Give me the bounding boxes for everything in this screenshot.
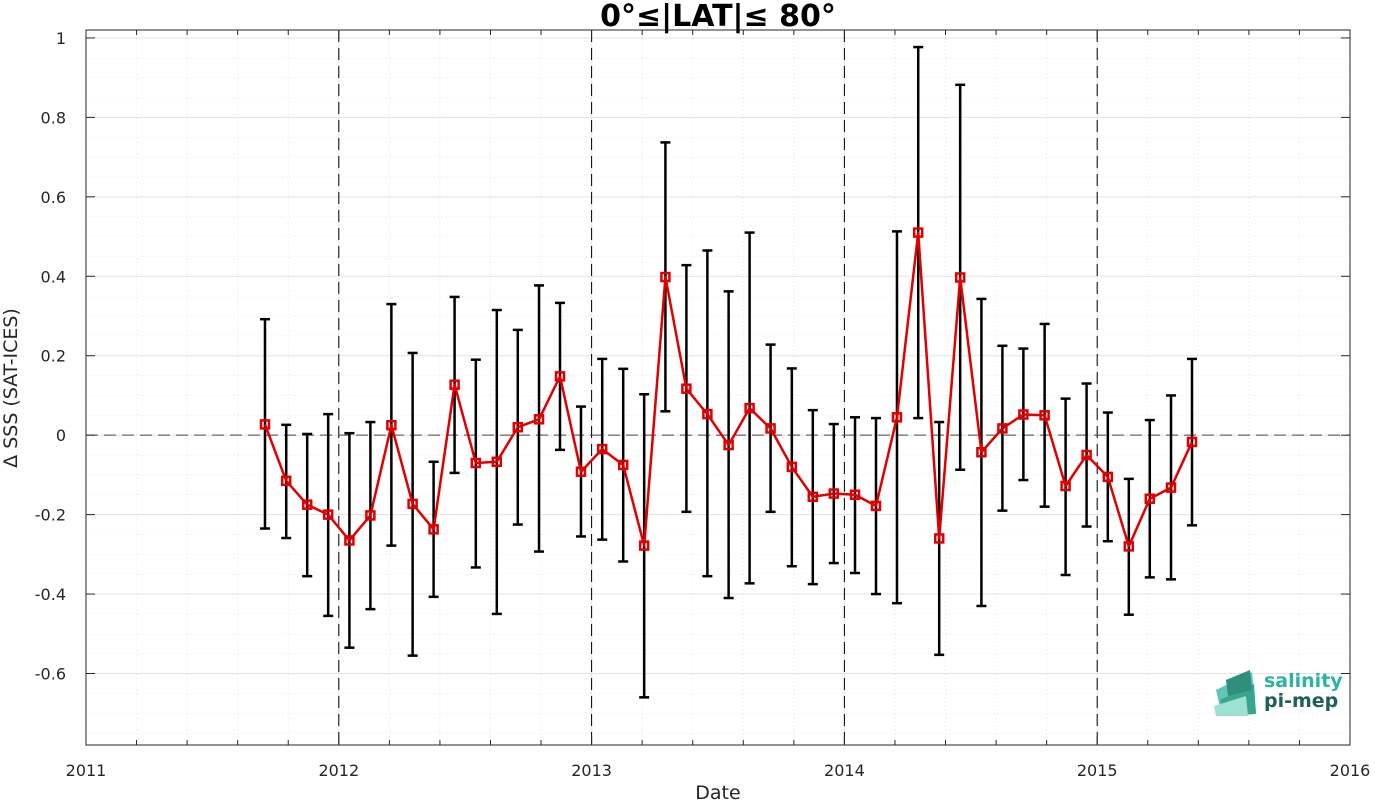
data-point-marker <box>976 446 987 458</box>
data-point-marker <box>1144 493 1156 504</box>
data-point-marker <box>638 540 650 551</box>
data-point-marker <box>1186 436 1198 448</box>
data-point-marker <box>617 459 629 471</box>
data-point-marker <box>765 423 776 434</box>
data-point-marker <box>449 379 460 390</box>
data-point-marker <box>554 371 566 382</box>
data-point-marker <box>702 408 713 420</box>
y-tick-label: 0.8 <box>41 108 66 127</box>
error-bars <box>259 45 1197 699</box>
year-divider-lines <box>338 30 1098 745</box>
data-point-marker <box>344 535 355 546</box>
y-tick-label: 1 <box>56 29 66 48</box>
data-point-marker <box>491 456 503 468</box>
x-tick-label: 2012 <box>318 761 359 780</box>
data-point-marker <box>891 412 903 423</box>
data-point-marker <box>723 439 734 451</box>
logo-line-2: pi-mep <box>1264 690 1338 712</box>
data-point-marker <box>533 414 545 425</box>
axis-ticks <box>85 30 1351 745</box>
x-tick-label: 2013 <box>571 761 612 780</box>
data-point-marker <box>997 423 1008 434</box>
y-tick-labels: 1 0.8 0.6 0.4 0.2 0 -0.2 -0.4 -0.6 <box>35 29 66 684</box>
data-point-marker <box>1018 409 1029 420</box>
x-tick-label: 2016 <box>1330 761 1371 780</box>
data-point-marker <box>1081 449 1092 461</box>
data-point-marker <box>954 272 966 283</box>
data-point-marker <box>386 419 397 431</box>
y-tick-label: 0.4 <box>41 267 66 286</box>
data-point-marker <box>912 227 924 238</box>
data-point-marker <box>681 383 692 394</box>
wave-logo-icon <box>1214 670 1256 716</box>
data-point-marker <box>870 500 882 512</box>
data-point-marker <box>575 466 587 477</box>
x-axis-label: Date <box>695 782 740 801</box>
chart-title: 0°≤|LAT|≤ 80° <box>600 0 836 34</box>
data-point-marker <box>322 509 334 520</box>
y-tick-label: 0.6 <box>41 188 66 207</box>
y-tick-label: -0.4 <box>35 585 66 604</box>
series-markers <box>259 227 1198 552</box>
data-point-marker <box>407 498 418 510</box>
x-tick-label: 2015 <box>1077 761 1118 780</box>
data-point-marker <box>849 489 861 500</box>
y-tick-label: 0.2 <box>41 347 66 366</box>
data-point-marker <box>1165 482 1177 493</box>
data-point-marker <box>259 419 271 430</box>
data-point-marker <box>280 475 292 487</box>
data-point-marker <box>1060 480 1071 492</box>
data-point-marker <box>470 457 482 469</box>
minor-grid <box>86 30 1350 745</box>
x-tick-label: 2011 <box>66 761 107 780</box>
data-point-marker <box>596 443 608 455</box>
data-point-marker <box>1102 471 1114 483</box>
y-tick-label: -0.2 <box>35 506 66 525</box>
data-point-marker <box>660 271 671 283</box>
data-point-marker <box>786 461 798 473</box>
data-point-marker <box>301 499 313 510</box>
data-point-marker <box>807 491 819 502</box>
y-tick-label: -0.6 <box>35 665 66 684</box>
x-tick-label: 2014 <box>824 761 865 780</box>
y-tick-label: 0 <box>56 426 66 445</box>
data-point-marker <box>1039 410 1050 421</box>
data-point-marker <box>828 488 840 499</box>
logo-line-1: salinity <box>1264 670 1343 692</box>
data-point-marker <box>744 402 755 414</box>
plot-frame <box>85 29 1351 746</box>
salinity-pi-mep-logo: salinity pi-mep <box>1214 670 1343 716</box>
data-point-marker <box>933 533 945 544</box>
x-tick-labels: 2011 2012 2013 2014 2015 2016 <box>66 761 1371 780</box>
data-point-marker <box>512 421 524 433</box>
data-point-marker <box>1123 541 1135 552</box>
series-line <box>263 231 1194 548</box>
y-axis-label: Δ SSS (SAT-ICES) <box>0 308 22 468</box>
data-point-marker <box>365 510 376 521</box>
data-point-marker <box>428 524 439 535</box>
